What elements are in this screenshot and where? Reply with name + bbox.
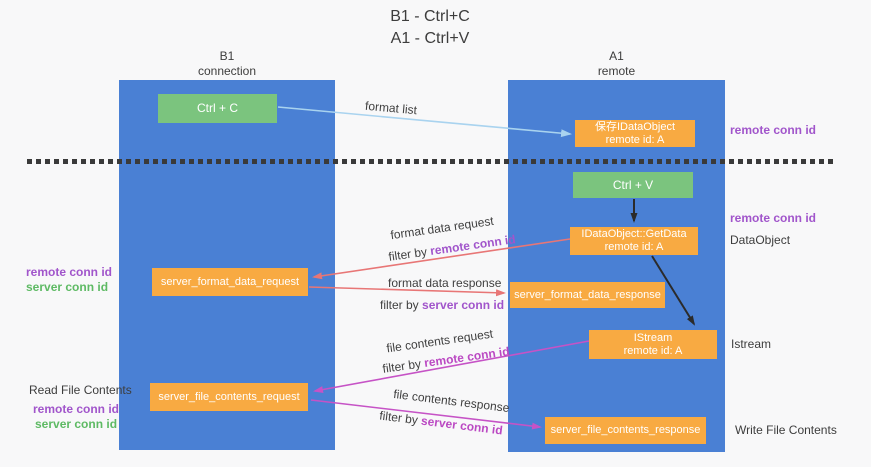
node-file-response-label: server_file_contents_response [550,424,701,436]
file-contents-request-arrow [313,340,590,394]
node-save-line1: 保存IDataObject [594,120,676,133]
left-label-remote-conn-id-1: remote conn id [26,265,113,279]
phase-separator-dashed-line [27,159,833,164]
lane-b1-role: connection [197,64,257,78]
lane-a1-role: remote [597,64,636,78]
label-format-data-response: format data response [388,276,502,290]
node-format-request-label: server_format_data_request [160,275,300,288]
lane-header-b1: B1 connection [119,49,335,79]
node-idataobject-getdata: IDataObject::GetData remote id: A [570,227,698,255]
node-save-line2: remote id: A [605,133,665,146]
node-file-request-label: server_file_contents_request [158,390,300,403]
node-ctrl-v-label: Ctrl + V [612,177,654,192]
format-list-arrow [277,106,572,138]
node-format-response-label: server_format_data_response [514,288,661,301]
title-line-1: B1 - Ctrl+C [390,8,470,25]
node-ctrl-c-label: Ctrl + C [196,101,238,115]
node-ctrl-c: Ctrl + C [158,94,277,123]
node-server-format-data-request: server_format_data_request [152,268,308,296]
right-label-write-file-contents: Write File Contents [735,423,837,437]
left-label-server-conn-id-1: server conn id [26,280,109,294]
node-save-idataobject: 保存IDataObject remote id: A [575,120,695,147]
node-server-file-contents-response: server_file_contents_response [545,417,706,444]
right-label-dataobject: DataObject [730,233,791,247]
left-label-read-file-contents: Read File Contents [29,383,132,397]
right-label-istream: Istream [731,337,772,351]
lane-a1-name: A1 [609,49,624,63]
getdata-to-istream-arrow [651,255,696,326]
node-ctrl-v: Ctrl + V [573,172,693,198]
diagram-title: B1 - Ctrl+C A1 - Ctrl+V [300,6,560,50]
filter-by-prefix: filter by [380,298,423,312]
node-istream: IStream remote id: A [589,330,717,359]
lane-b1-name: B1 [219,49,235,63]
node-server-format-data-response: server_format_data_response [510,282,665,308]
right-label-remote-conn-id-2: remote conn id [730,211,817,225]
right-label-remote-conn-id-1: remote conn id [730,123,817,137]
lane-header-a1: A1 remote [508,49,725,79]
file-contents-response-arrow [310,399,542,430]
node-getdata-line2: remote id: A [604,241,664,253]
filter-key-server-conn-id: server conn id [422,298,505,312]
node-istream-line2: remote id: A [623,344,683,357]
title-line-2: A1 - Ctrl+V [390,30,470,47]
left-label-server-conn-id-2: server conn id [35,417,118,431]
label-filter-server-1: filter by server conn id [380,298,504,312]
left-label-remote-conn-id-2: remote conn id [33,402,120,416]
node-getdata-line1: IDataObject::GetData [581,228,687,240]
node-istream-line1: IStream [633,331,673,344]
format-data-request-arrow [312,238,571,280]
node-server-file-contents-request: server_file_contents_request [150,383,308,411]
format-data-response-arrow [308,286,506,297]
